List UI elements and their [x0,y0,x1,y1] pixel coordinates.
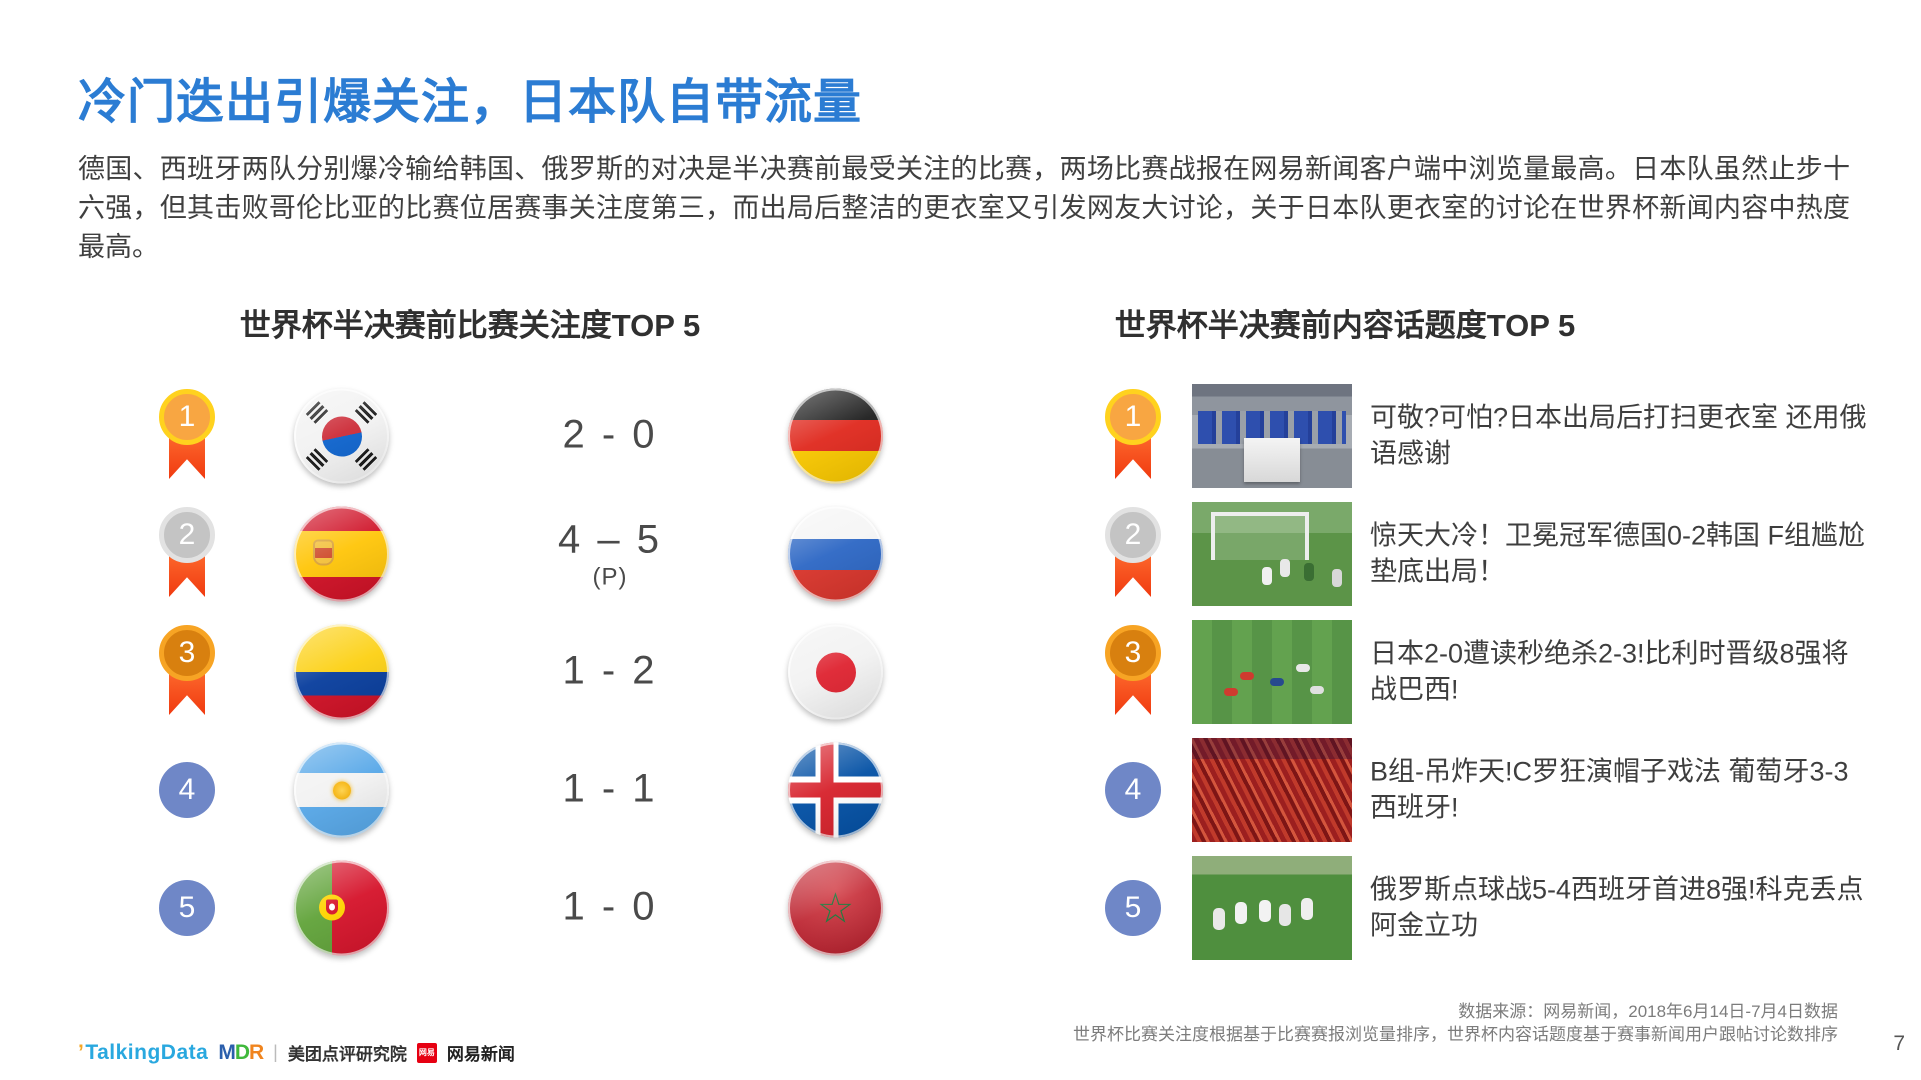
news-thumbnail [1192,738,1352,842]
rank-4-badge-icon: 4 [1105,762,1161,818]
match-row: 1 2 - 0 [78,377,908,495]
score-value: 2 - 0 [562,412,658,457]
match-row: 3 1 - 2 [78,613,908,731]
rank-number: 4 [159,762,215,818]
left-panel-heading: 世界杯半决赛前比赛关注度TOP 5 [239,308,701,343]
away-team-flag-icon [788,624,883,720]
match-row: 2 4 – 5 (P) [78,495,908,613]
logo-separator: | [273,1042,278,1062]
rank-5-badge-icon: 5 [159,880,215,936]
news-item: 4 B组-吊炸天!C罗狂演帽子戏法 葡萄牙3-3西班牙! [1078,731,1868,849]
news-headline: 惊天大冷！卫冕冠军德国0-2韩国 F组尴尬垫底出局！ [1370,520,1866,587]
news-thumbnail [1192,620,1352,724]
mdr-logo: MDR [218,1040,264,1064]
rank-number: 5 [1105,880,1161,936]
rank-number: 4 [1105,762,1161,818]
match-score: 1 - 0 [500,885,720,932]
rank-3-medal-icon: 3 [159,625,215,719]
right-panel-heading: 世界杯半决赛前内容话题度TOP 5 [1114,308,1576,343]
footer-logos: ’TalkingData MDR | 美团点评研究院 网易 网易新闻 [78,1040,515,1065]
news-thumbnail [1192,502,1352,606]
news-item: 1 可敬?可怕?日本出局后打扫更衣室 还用俄语感谢 [1078,377,1868,495]
home-team-flag-icon [294,742,389,838]
news-headline: 可敬?可怕?日本出局后打扫更衣室 还用俄语感谢 [1370,402,1867,469]
rank-number: 1 [1105,389,1161,445]
score-value: 1 - 0 [562,884,658,929]
rank-5-badge-icon: 5 [1105,880,1161,936]
home-team-flag-icon [294,506,389,602]
match-score: 2 - 0 [500,413,720,460]
rank-1-medal-icon: 1 [1105,389,1161,483]
match-row: 4 1 - 1 [78,731,908,849]
rank-number: 3 [159,625,215,681]
talkingdata-tick-icon: ’ [78,1040,85,1064]
news-item: 5 俄罗斯点球战5-4西班牙首进8强!科克丢点阿金立功 [1078,849,1868,967]
rank-2-medal-icon: 2 [159,507,215,601]
page-title: 冷门迭出引爆关注，日本队自带流量 [78,76,863,129]
score-value: 4 – 5 [558,517,662,562]
rank-number: 5 [159,880,215,936]
news-headline: B组-吊炸天!C罗狂演帽子戏法 葡萄牙3-3西班牙! [1370,756,1849,823]
away-team-flag-icon [788,388,883,484]
away-team-flag-icon [788,860,883,956]
news-thumbnail [1192,856,1352,960]
data-source-line: 数据来源：网易新闻，2018年6月14日-7月4日数据 [1458,1002,1838,1021]
rank-3-medal-icon: 3 [1105,625,1161,719]
page-number: 7 [1893,1032,1905,1055]
rank-number: 2 [159,507,215,563]
away-team-flag-icon [788,742,883,838]
rank-number: 2 [1105,507,1161,563]
rank-2-medal-icon: 2 [1105,507,1161,601]
score-value: 1 - 1 [562,766,658,811]
home-team-flag-icon [294,624,389,720]
rank-4-badge-icon: 4 [159,762,215,818]
away-team-flag-icon [788,506,883,602]
talkingdata-logo: ’TalkingData [78,1040,209,1064]
netease-logo-icon: 网易 [416,1042,437,1063]
methodology-line: 世界杯比赛关注度根据基于比赛赛报浏览量排序，世界杯内容话题度基于赛事新闻用户跟帖… [1073,1025,1838,1044]
rank-number: 3 [1105,625,1161,681]
news-headline: 俄罗斯点球战5-4西班牙首进8强!科克丢点阿金立功 [1370,874,1864,941]
match-score: 1 - 1 [500,767,720,814]
home-team-flag-icon [294,860,389,956]
home-team-flag-icon [294,388,389,484]
body-paragraph: 德国、西班牙两队分别爆冷输给韩国、俄罗斯的对决是半决赛前最受关注的比赛，两场比赛… [78,154,1850,263]
news-item: 3 日本2-0遭读秒绝杀2-3!比利时晋级8强将战巴西! [1078,613,1868,731]
score-note: (P) [592,563,628,591]
rank-1-medal-icon: 1 [159,389,215,483]
news-thumbnail [1192,384,1352,488]
match-score: 4 – 5 (P) [500,517,720,590]
netease-news-label: 网易新闻 [446,1045,515,1064]
match-row: 5 1 - 0 [78,849,908,967]
rank-number: 1 [159,389,215,445]
score-value: 1 - 2 [562,648,658,693]
news-item: 2 惊天大冷！卫冕冠军德国0-2韩国 F组尴尬垫底出局！ [1078,495,1868,613]
news-headline: 日本2-0遭读秒绝杀2-3!比利时晋级8强将战巴西! [1370,638,1849,705]
match-score: 1 - 2 [500,649,720,696]
meituan-research-label: 美团点评研究院 [287,1045,407,1064]
